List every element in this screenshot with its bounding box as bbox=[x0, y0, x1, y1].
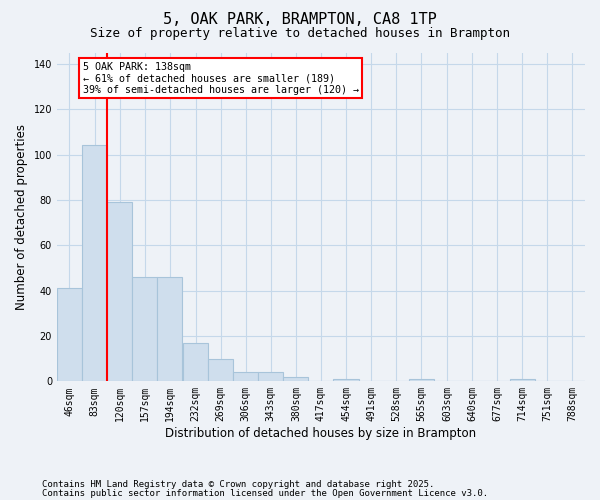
Bar bbox=[409, 379, 434, 382]
Text: Contains public sector information licensed under the Open Government Licence v3: Contains public sector information licen… bbox=[42, 488, 488, 498]
Text: Contains HM Land Registry data © Crown copyright and database right 2025.: Contains HM Land Registry data © Crown c… bbox=[42, 480, 434, 489]
Bar bbox=[258, 372, 283, 382]
Bar bbox=[82, 146, 107, 382]
Bar bbox=[334, 379, 359, 382]
X-axis label: Distribution of detached houses by size in Brampton: Distribution of detached houses by size … bbox=[166, 427, 476, 440]
Bar bbox=[132, 277, 157, 382]
Y-axis label: Number of detached properties: Number of detached properties bbox=[15, 124, 28, 310]
Bar bbox=[157, 277, 182, 382]
Bar bbox=[510, 379, 535, 382]
Bar bbox=[107, 202, 132, 382]
Bar bbox=[233, 372, 258, 382]
Text: Size of property relative to detached houses in Brampton: Size of property relative to detached ho… bbox=[90, 28, 510, 40]
Bar bbox=[57, 288, 82, 382]
Text: 5 OAK PARK: 138sqm
← 61% of detached houses are smaller (189)
39% of semi-detach: 5 OAK PARK: 138sqm ← 61% of detached hou… bbox=[83, 62, 359, 95]
Bar bbox=[208, 358, 233, 382]
Bar bbox=[183, 343, 208, 382]
Bar bbox=[283, 377, 308, 382]
Text: 5, OAK PARK, BRAMPTON, CA8 1TP: 5, OAK PARK, BRAMPTON, CA8 1TP bbox=[163, 12, 437, 28]
